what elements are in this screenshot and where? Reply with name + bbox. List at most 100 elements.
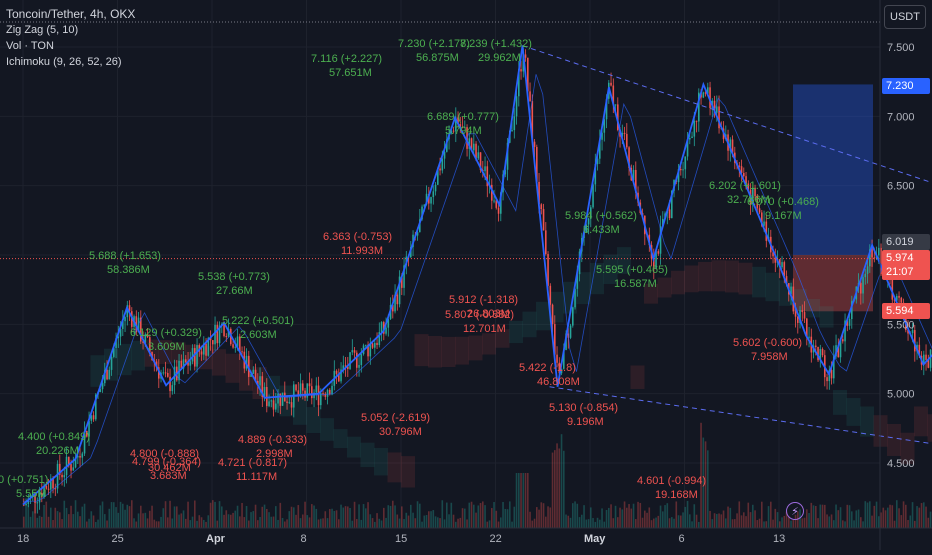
candle-body [716, 106, 718, 112]
lightning-icon[interactable]: ⚡ [786, 502, 804, 520]
volume-bar [160, 517, 162, 528]
volume-bar [336, 510, 338, 528]
volume-bar [151, 506, 153, 528]
volume-bar [334, 511, 336, 528]
volume-bar [491, 508, 493, 528]
volume-bar [241, 503, 243, 528]
volume-bar [768, 506, 770, 528]
volume-bar [838, 510, 840, 528]
zigzag-label-volume: 11.993M [341, 245, 383, 257]
candle-body [541, 204, 543, 209]
candle-body [259, 376, 261, 385]
volume-bar [64, 501, 66, 528]
volume-bar [874, 506, 876, 528]
volume-bar [511, 522, 513, 528]
volume-bar [273, 517, 275, 528]
volume-bar [194, 500, 196, 528]
volume-bar [212, 500, 214, 528]
ichimoku-cloud-segment [361, 443, 375, 467]
volume-bar [646, 513, 648, 528]
volume-bar [68, 514, 70, 528]
candle-body [534, 142, 536, 147]
currency-button[interactable]: USDT [884, 5, 926, 29]
volume-bar [853, 520, 855, 528]
volume-bar [734, 519, 736, 528]
candle-body [804, 312, 806, 319]
ichimoku-cloud-segment [212, 349, 226, 375]
candle-body [185, 359, 187, 362]
volume-bar [264, 505, 266, 528]
volume-bar [862, 521, 864, 528]
symbol-title[interactable]: Toncoin/Tether, 4h, OKX [6, 6, 135, 22]
candle-body [691, 137, 693, 138]
volume-bar [457, 519, 459, 528]
volume-bar [925, 507, 927, 528]
volume-bar [127, 505, 129, 528]
position-target-zone [793, 84, 873, 255]
volume-bar [532, 521, 534, 528]
zigzag-label-volume: 11.117M [236, 471, 277, 483]
candle-body [277, 394, 279, 404]
candle-body [167, 373, 169, 377]
indicator-zigzag[interactable]: Zig Zag (5, 10) [6, 22, 135, 38]
volume-bar [169, 501, 171, 528]
zigzag-label-volume: 27.66M [216, 285, 253, 297]
volume-bar [727, 507, 729, 528]
candle-body [781, 262, 783, 267]
volume-bar [525, 473, 527, 528]
price-axis-tick: 4.500 [887, 458, 915, 470]
volume-bar [514, 507, 516, 528]
volume-bar [781, 517, 783, 528]
candle-body [624, 133, 626, 134]
candle-body [61, 475, 63, 477]
volume-bar [892, 505, 894, 528]
volume-bar [644, 511, 646, 528]
zigzag-label-change: 7.239 (+1.432) [460, 38, 532, 50]
volume-bar [358, 504, 360, 528]
volume-bar [320, 519, 322, 528]
volume-bar [372, 518, 374, 528]
volume-bar [808, 513, 810, 528]
candle-body [808, 337, 810, 338]
volume-bar [446, 503, 448, 528]
volume-bar [770, 502, 772, 528]
candle-body [493, 201, 495, 202]
volume-bar [678, 515, 680, 528]
volume-bar [403, 519, 405, 528]
volume-bar [489, 520, 491, 528]
volume-bar [219, 501, 221, 528]
candle-body [610, 83, 612, 86]
candle-body [867, 266, 869, 274]
volume-bar [565, 515, 567, 528]
volume-bar [183, 510, 185, 528]
volume-bar [676, 501, 678, 528]
volume-bar [104, 514, 106, 528]
volume-bar [592, 518, 594, 528]
zigzag-label-volume: 20.226M [36, 445, 79, 457]
volume-bar [469, 503, 471, 528]
ichimoku-cloud-segment [631, 365, 645, 389]
zigzag-label-change: 5.130 (-0.854) [549, 402, 618, 414]
candle-body [849, 319, 851, 326]
volume-bar [115, 507, 117, 528]
volume-bar [313, 505, 315, 528]
candle-body [514, 116, 516, 130]
volume-bar [385, 518, 387, 528]
candle-body [435, 185, 437, 192]
volume-bar [763, 521, 765, 528]
indicator-volume[interactable]: Vol · TON [6, 38, 135, 54]
volume-bar [568, 516, 570, 528]
candle-body [109, 370, 111, 379]
candle-body [831, 370, 833, 378]
candle-body [322, 393, 324, 394]
time-axis-tick: 15 [395, 533, 407, 545]
volume-bar [806, 509, 808, 528]
volume-bar [673, 519, 675, 528]
candle-body [302, 383, 304, 390]
candle-body [291, 402, 293, 407]
volume-bar [331, 509, 333, 528]
indicator-ichimoku[interactable]: Ichimoku (9, 26, 52, 26) [6, 54, 135, 70]
volume-bar [563, 451, 565, 528]
